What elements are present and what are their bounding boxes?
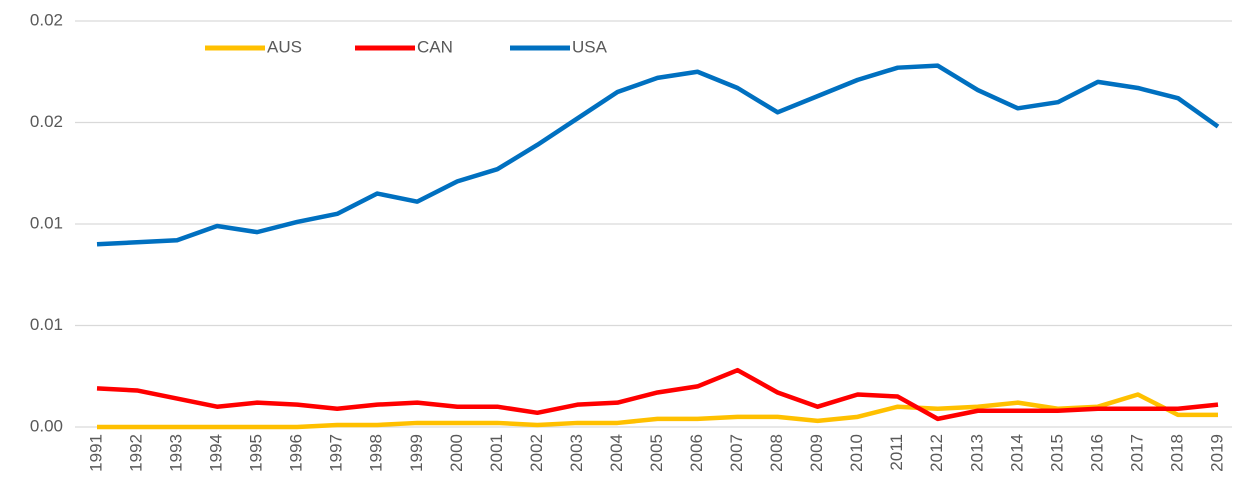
x-tick-label: 2015	[1047, 434, 1066, 472]
x-tick-label: 1995	[247, 434, 266, 472]
legend-label: AUS	[267, 37, 302, 56]
x-tick-label: 1991	[86, 434, 105, 472]
x-tick-label: 2010	[847, 434, 866, 472]
x-tick-label: 2004	[607, 434, 626, 472]
x-tick-label: 2007	[727, 434, 746, 472]
x-tick-label: 2018	[1167, 434, 1186, 472]
series-line	[96, 63, 1220, 247]
x-tick-label: 1992	[127, 434, 146, 472]
x-tick-label: 2013	[967, 434, 986, 472]
x-tick-label: 2008	[767, 434, 786, 472]
x-tick-label: 2014	[1007, 434, 1026, 472]
x-tick-label: 1996	[287, 434, 306, 472]
x-tick-label: 2002	[527, 434, 546, 472]
x-tick-label: 2011	[887, 434, 906, 471]
x-tick-label: 2012	[927, 434, 946, 472]
x-tick-label: 1993	[167, 434, 186, 472]
x-tick-label: 2000	[447, 434, 466, 472]
y-tick-label: 0.01	[30, 315, 63, 334]
x-tick-label: 1999	[407, 434, 426, 472]
x-tick-label: 2005	[647, 434, 666, 472]
x-tick-label: 1998	[367, 434, 386, 472]
x-tick-label: 2003	[567, 434, 586, 472]
x-tick-label: 2009	[807, 434, 826, 472]
y-tick-label: 0.02	[30, 112, 63, 131]
x-tick-label: 2001	[487, 434, 506, 472]
y-tick-label: 0.01	[30, 213, 63, 232]
x-tick-label: 1997	[327, 434, 346, 472]
x-tick-label: 2019	[1207, 434, 1226, 472]
y-tick-label: 0.00	[30, 416, 63, 435]
y-tick-label: 0.02	[30, 10, 63, 29]
x-tick-label: 1994	[207, 434, 226, 472]
legend-label: USA	[572, 37, 608, 56]
series-line	[96, 367, 1219, 422]
x-tick-label: 2016	[1087, 434, 1106, 472]
x-tick-label: 2017	[1127, 434, 1146, 472]
x-tick-label: 2006	[687, 434, 706, 472]
legend-label: CAN	[417, 37, 453, 56]
series-line	[97, 392, 1218, 430]
